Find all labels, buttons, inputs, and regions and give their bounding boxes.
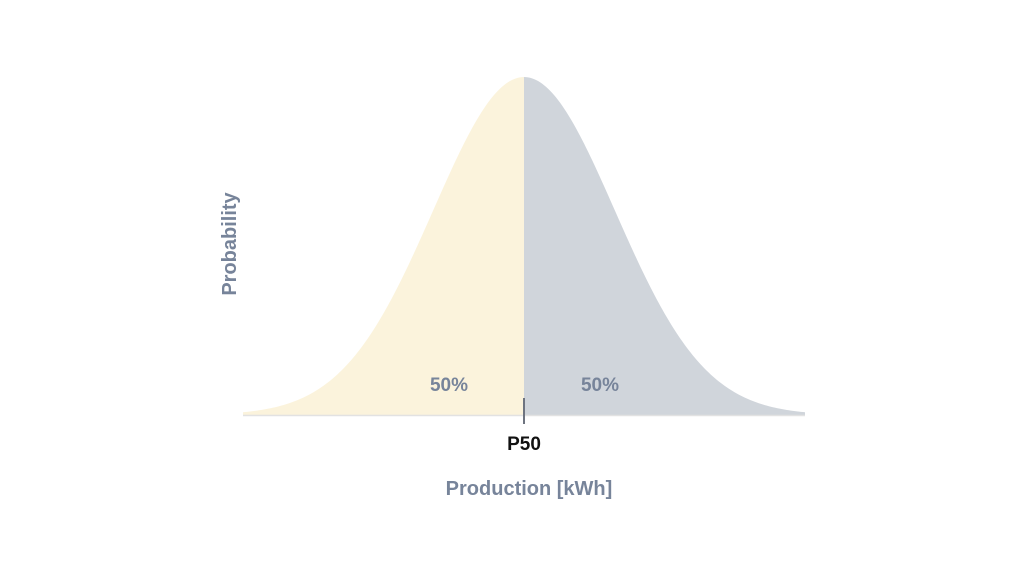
area-above-p50 <box>524 77 805 415</box>
area-below-p50 <box>243 77 524 415</box>
share-label-below-p50: 50% <box>430 375 468 396</box>
y-axis-title: Probability <box>219 191 241 295</box>
p50-label: P50 <box>507 434 541 455</box>
x-axis-title: Production [kWh] <box>446 478 613 500</box>
share-label-above-p50: 50% <box>581 375 619 396</box>
